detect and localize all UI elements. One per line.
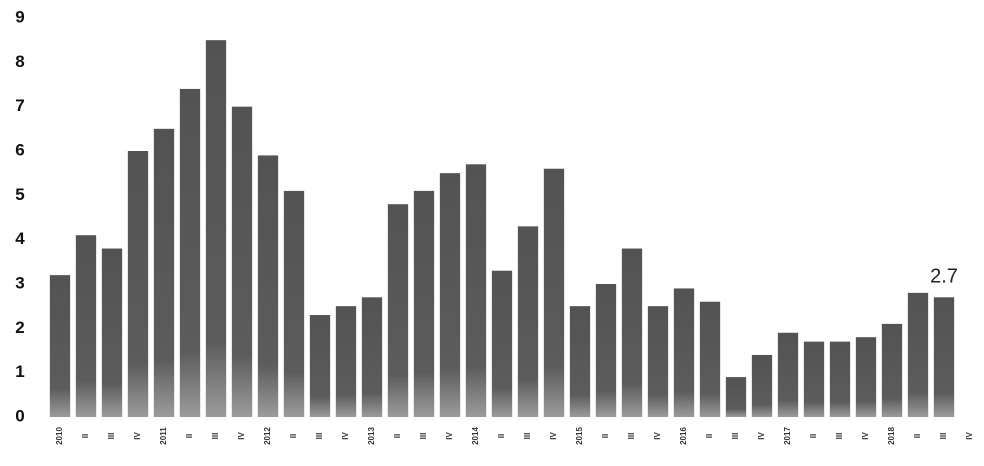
bar-shade bbox=[465, 164, 487, 417]
bar-shade bbox=[283, 190, 305, 417]
x-tick-label: 2018 bbox=[887, 427, 896, 445]
value-label: 2.7 bbox=[930, 266, 958, 288]
x-tick-label: 2015 bbox=[575, 427, 584, 445]
x-tick-label: 2011 bbox=[159, 427, 168, 445]
x-tick-label: II bbox=[185, 434, 194, 438]
bar-shade bbox=[907, 292, 929, 417]
x-tick-label: 2016 bbox=[679, 427, 688, 445]
bar-shade bbox=[439, 173, 461, 417]
y-tick-label: 4 bbox=[15, 229, 25, 248]
y-tick-label: 9 bbox=[15, 7, 24, 26]
x-tick-label: IV bbox=[549, 432, 558, 440]
x-tick-label: IV bbox=[445, 432, 454, 440]
y-tick-label: 0 bbox=[15, 406, 24, 425]
bar-shade bbox=[179, 88, 201, 417]
bar-shade bbox=[595, 284, 617, 417]
x-tick-label: III bbox=[315, 433, 324, 440]
bar-shade bbox=[673, 288, 695, 417]
x-tick-label: 2017 bbox=[783, 427, 792, 445]
x-tick-label: III bbox=[627, 433, 636, 440]
bar-shade bbox=[75, 235, 97, 417]
x-tick-label: IV bbox=[133, 432, 142, 440]
x-tick-label: II bbox=[913, 434, 922, 438]
bar-shade bbox=[127, 151, 149, 417]
bar-shade bbox=[257, 155, 279, 417]
bar-shade bbox=[803, 341, 825, 417]
x-tick-label: II bbox=[289, 434, 298, 438]
x-tick-label: II bbox=[705, 434, 714, 438]
x-tick-label: 2014 bbox=[471, 427, 480, 445]
bar-shade bbox=[361, 297, 383, 417]
bar-shade bbox=[855, 337, 877, 417]
y-tick-label: 3 bbox=[15, 273, 24, 292]
bar-shade bbox=[751, 354, 773, 417]
bar-shade bbox=[387, 204, 409, 417]
y-tick-label: 6 bbox=[15, 140, 24, 159]
bar-shade bbox=[413, 190, 435, 417]
x-tick-label: II bbox=[393, 434, 402, 438]
y-tick-label: 8 bbox=[15, 52, 24, 71]
x-tick-label: III bbox=[107, 433, 116, 440]
x-tick-label: 2012 bbox=[263, 427, 272, 445]
x-tick-label: II bbox=[601, 434, 610, 438]
x-tick-label: IV bbox=[861, 432, 870, 440]
x-tick-label: III bbox=[835, 433, 844, 440]
x-tick-label: IV bbox=[965, 432, 974, 440]
bar-shade bbox=[829, 341, 851, 417]
bar-shade bbox=[517, 226, 539, 417]
x-tick-label: II bbox=[809, 434, 818, 438]
y-tick-label: 2 bbox=[15, 318, 24, 337]
bar-shade bbox=[725, 377, 747, 417]
y-tick-label: 5 bbox=[15, 185, 24, 204]
bar-shade bbox=[335, 306, 357, 417]
x-tick-label: IV bbox=[653, 432, 662, 440]
bar-shade bbox=[699, 301, 721, 417]
x-tick-label: III bbox=[211, 433, 220, 440]
x-tick-label: IV bbox=[237, 432, 246, 440]
bar-shade bbox=[933, 297, 955, 417]
y-tick-label: 7 bbox=[15, 96, 24, 115]
x-tick-label: 2010 bbox=[55, 427, 64, 445]
bar-shade bbox=[543, 168, 565, 417]
bar-shade bbox=[621, 248, 643, 417]
bar-shade bbox=[153, 128, 175, 418]
x-tick-label: III bbox=[419, 433, 428, 440]
bar-shade bbox=[49, 275, 71, 417]
bar-shade bbox=[205, 40, 227, 418]
bar-shade bbox=[647, 306, 669, 417]
x-tick-label: II bbox=[81, 434, 90, 438]
x-tick-label: IV bbox=[757, 432, 766, 440]
bar-shade bbox=[881, 323, 903, 417]
x-tick-label: II bbox=[497, 434, 506, 438]
x-tick-label: 2013 bbox=[367, 427, 376, 445]
bar-shade bbox=[101, 248, 123, 417]
x-tick-label: III bbox=[939, 433, 948, 440]
y-tick-label: 1 bbox=[15, 362, 24, 381]
x-tick-label: III bbox=[523, 433, 532, 440]
bar-shade bbox=[231, 106, 253, 418]
bar-shade bbox=[309, 315, 331, 417]
bar-shade bbox=[777, 332, 799, 417]
bar-shade bbox=[491, 270, 513, 417]
bar-shade bbox=[569, 306, 591, 417]
x-tick-label: III bbox=[731, 433, 740, 440]
x-tick-label: IV bbox=[341, 432, 350, 440]
